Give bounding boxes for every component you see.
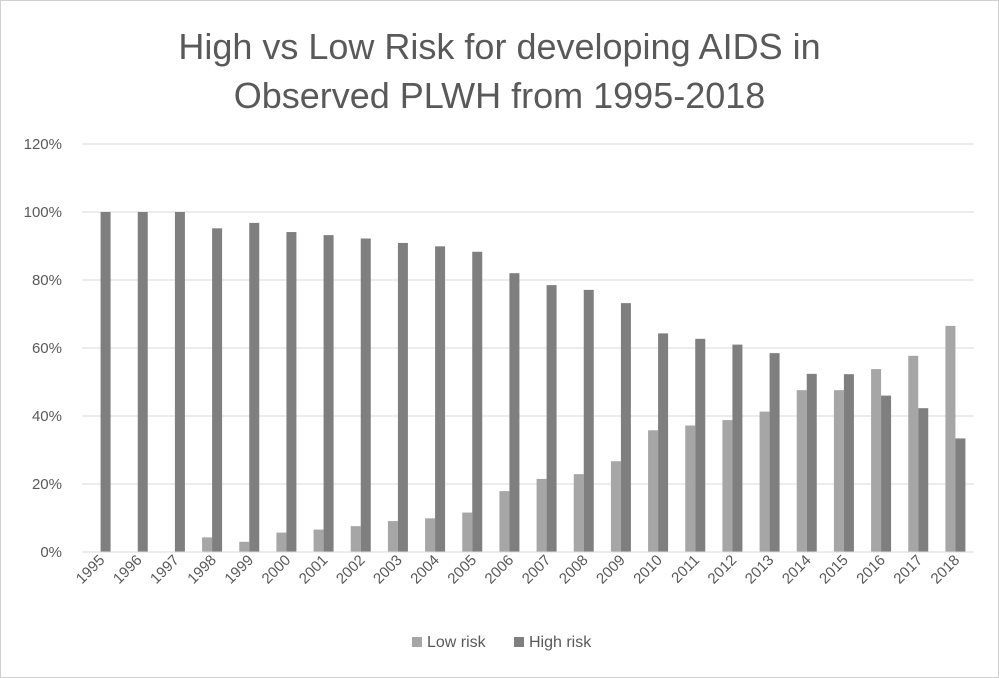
y-tick-label: 80% [32,272,62,289]
x-tick-label: 2004 [407,552,443,588]
bar-low-risk-2001 [313,529,324,552]
x-tick-label: 1995 [73,552,109,588]
x-tick-label: 2006 [482,552,518,588]
x-tick-label: 2018 [928,552,964,588]
bar-low-risk-2003 [387,521,398,552]
bar-low-risk-2010 [648,430,659,552]
bar-high-risk-2017 [918,408,929,552]
bar-low-risk-2006 [499,491,510,552]
y-axis: 0% 20% 40% 60% 80% 100% 120% [24,136,62,561]
legend-label-low-risk: Low risk [427,634,487,651]
bar-low-risk-2002 [350,526,361,552]
bar-high-risk-2007 [546,285,557,552]
bar-low-risk-1999 [239,541,250,552]
x-tick-label: 2007 [519,552,555,588]
bar-high-risk-1996 [137,212,148,552]
chart-title-line-1: High vs Low Risk for developing AIDS in [178,26,821,67]
bar-high-risk-1997 [174,212,185,552]
chart-title-line-2: Observed PLWH from 1995-2018 [233,75,766,116]
bar-high-risk-2003 [397,242,408,552]
y-tick-label: 120% [24,136,62,153]
bar-high-risk-2000 [286,232,297,552]
x-tick-label: 2005 [444,552,480,588]
bar-low-risk-2000 [276,532,287,552]
bar-low-risk-2008 [573,474,584,552]
bar-high-risk-1998 [212,228,223,552]
bar-low-risk-2014 [796,390,807,552]
bar-high-risk-2018 [955,438,966,552]
x-tick-label: 2002 [333,552,369,588]
bar-low-risk-2009 [610,461,621,552]
bar-low-risk-2012 [722,420,733,552]
x-tick-label: 2001 [296,552,332,588]
bar-low-risk-2013 [759,411,770,552]
x-tick-label: 1996 [110,552,146,588]
bar-high-risk-2009 [620,303,631,552]
bar-high-risk-2001 [323,235,334,552]
bar-high-risk-2012 [732,344,743,552]
bar-high-risk-1995 [100,212,111,552]
x-tick-label: 1998 [184,552,220,588]
bar-high-risk-2005 [472,251,483,552]
x-tick-label: 2003 [370,552,406,588]
bar-high-risk-2013 [769,353,780,552]
bar-low-risk-1998 [202,537,213,552]
x-tick-label: 1999 [221,552,257,588]
x-tick-label: 2013 [742,552,778,588]
bar-low-risk-2016 [871,369,882,552]
bar-low-risk-2004 [425,518,436,552]
bar-low-risk-2011 [685,425,696,552]
bar-high-risk-2015 [843,374,854,552]
bar-low-risk-2018 [945,325,956,552]
bar-high-risk-2011 [695,338,706,552]
bars [100,212,966,552]
legend-swatch-high-risk [514,637,524,647]
x-tick-label: 2015 [816,552,852,588]
bar-high-risk-2010 [658,333,669,552]
y-tick-label: 40% [32,408,62,425]
bar-high-risk-2008 [583,289,594,552]
bar-low-risk-2017 [908,355,919,552]
legend: Low risk High risk [412,634,592,651]
y-tick-label: 100% [24,204,62,221]
x-tick-label: 2014 [779,552,815,588]
bar-high-risk-2016 [881,395,892,552]
x-tick-label: 2017 [890,552,926,588]
x-tick-label: 2010 [630,552,666,588]
bar-high-risk-2006 [509,273,520,552]
bar-low-risk-2005 [462,512,473,552]
bar-low-risk-2007 [536,478,547,552]
bar-high-risk-2002 [360,238,371,552]
legend-label-high-risk: High risk [529,634,592,651]
chart-title: High vs Low Risk for developing AIDS in … [0,22,999,120]
bar-high-risk-2014 [806,373,817,552]
y-tick-label: 60% [32,340,62,357]
bar-high-risk-2004 [435,246,446,552]
x-tick-label: 2016 [853,552,889,588]
x-tick-label: 2012 [705,552,741,588]
y-tick-label: 20% [32,476,62,493]
x-tick-label: 1997 [147,552,183,588]
x-tick-label: 2008 [556,552,592,588]
x-tick-label: 2009 [593,552,629,588]
bar-high-risk-1999 [249,222,260,552]
legend-swatch-low-risk [412,637,422,647]
x-tick-label: 2000 [259,552,295,588]
x-axis: 1995 1996 1997 1998 1999 2000 2001 2002 2003 2004… [73,551,974,588]
x-tick-label: 2011 [668,552,703,587]
y-tick-label: 0% [40,544,62,561]
bar-low-risk-2015 [833,390,844,552]
